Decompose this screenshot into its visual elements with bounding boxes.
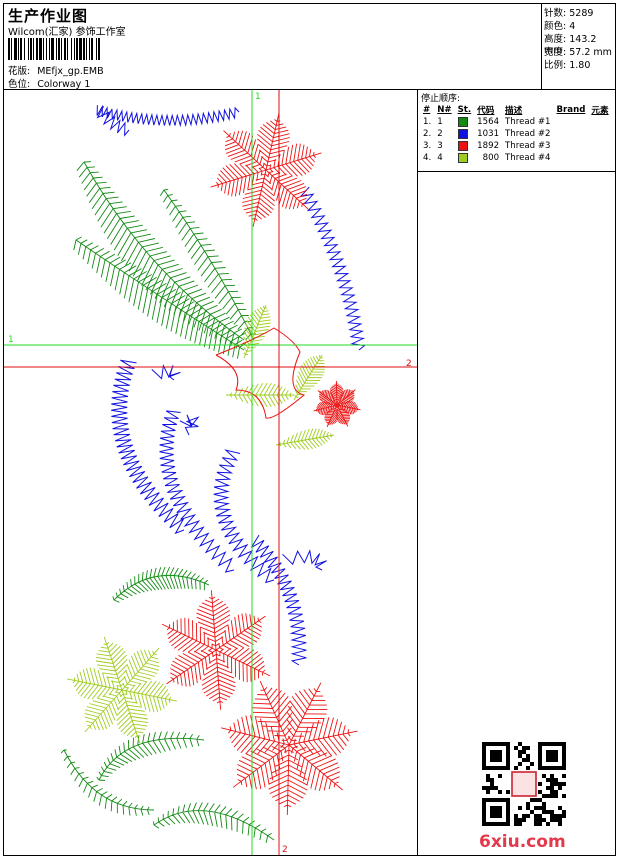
blue-spiral-3: [213, 449, 275, 584]
color-swatch: [457, 140, 468, 151]
col-needle: N#: [437, 105, 452, 115]
row-index: 4.: [423, 153, 432, 163]
green-fern-lower-1: [112, 566, 210, 603]
embroidery-design: 1 1 2 2: [4, 90, 417, 855]
row-needle: 3: [437, 141, 443, 151]
row-brand: [554, 128, 589, 140]
row-swatch: [455, 140, 475, 152]
lime-leaf-1: [243, 304, 271, 359]
lime-leaf-3: [293, 354, 325, 401]
stop-sequence-row: 2. 2 1031 Thread #2: [420, 128, 612, 140]
red-outline-leaf: [215, 327, 306, 419]
blue-stem-lower: [250, 534, 307, 666]
stop-sequence-row: 1. 1 1564 Thread #1: [420, 116, 612, 128]
row-desc: Thread #4: [505, 153, 551, 163]
col-element: 元素: [591, 106, 609, 116]
design-file-line: 花版: MEfjx_gp.EMB: [8, 63, 104, 77]
row-element: [588, 116, 611, 128]
color-swatch: [457, 116, 468, 127]
guide-label-right-2: 2: [406, 359, 412, 369]
row-swatch: [455, 128, 475, 140]
row-needle: 2: [437, 129, 443, 139]
stat-stitches: 针数: 5289: [544, 8, 594, 19]
blue-stem-right: [299, 186, 366, 351]
row-code: 1892: [477, 141, 500, 151]
color-swatch: [457, 128, 468, 139]
row-element: [588, 152, 611, 164]
col-brand: Brand: [556, 105, 586, 115]
colorway-label: 色位:: [8, 79, 31, 90]
stats-panel: 针数: 5289 颜色: 4 高度: 143.2 mm 宽度: 57.2 mm …: [542, 4, 615, 90]
green-fern-lower-4: [60, 749, 155, 816]
design-label: 花版:: [8, 66, 31, 77]
production-sheet: 生产作业图 Wilcom(汇家) 参饰工作室 花版: MEfjx_gp.EMB …: [3, 3, 616, 856]
company-name: Wilcom(汇家) 参饰工作室: [8, 27, 126, 38]
red-star-bottom: [221, 681, 358, 816]
row-desc: Thread #2: [505, 129, 551, 139]
col-index: #: [423, 105, 431, 115]
lime-star-lower: [67, 636, 177, 744]
stat-height: 高度: 143.2 mm: [544, 34, 597, 56]
blue-spiral-2: [159, 410, 235, 573]
row-swatch: [455, 116, 475, 128]
row-desc: Thread #3: [505, 141, 551, 151]
col-st: St.: [457, 105, 472, 115]
stop-sequence-panel: 停止顺序: # N# St. 代码 描述 Brand 元素 1. 1 1564 Thr…: [418, 90, 615, 172]
stat-ratio: 比例: 1.80: [544, 60, 591, 71]
colorway-value: Colorway 1: [37, 79, 91, 90]
row-index: 3.: [423, 141, 432, 151]
row-index: 1.: [423, 117, 432, 127]
guide-label-top-1: 1: [255, 92, 261, 102]
lime-leaf-4: [275, 428, 335, 450]
stop-sequence-title: 停止顺序:: [421, 94, 461, 104]
blue-curl-1: [151, 363, 181, 381]
green-fern-lower-3: [153, 802, 275, 843]
lime-leaf-2: [226, 382, 294, 408]
row-brand: [554, 152, 589, 164]
red-star-top: [210, 113, 322, 227]
stop-sequence-row: 4. 4 800 Thread #4: [420, 152, 612, 164]
row-code: 1031: [477, 129, 500, 139]
stop-sequence-table: # N# St. 代码 描述 Brand 元素 1. 1 1564 Thread #1…: [420, 104, 612, 164]
row-swatch: [455, 152, 475, 164]
page-title: 生产作业图: [8, 7, 89, 25]
row-needle: 4: [437, 153, 443, 163]
green-fern-3: [159, 188, 257, 341]
row-desc: Thread #1: [505, 117, 551, 127]
row-code: 800: [482, 153, 500, 163]
embroidery-canvas: 1 1 2 2: [4, 90, 418, 855]
row-brand: [554, 140, 589, 152]
col-code: 代码: [477, 106, 495, 116]
blue-curl-3: [282, 549, 327, 571]
col-desc: 描述: [505, 106, 523, 116]
green-fern-2: [73, 236, 247, 359]
barcode: [8, 38, 154, 60]
stat-width: 宽度: 57.2 mm: [544, 47, 612, 58]
row-code: 1564: [477, 117, 500, 127]
blue-curl-2: [179, 414, 200, 436]
stat-colors: 颜色: 4: [544, 21, 576, 32]
design-file: MEfjx_gp.EMB: [37, 66, 104, 77]
blue-swirl-hook: [96, 105, 130, 137]
row-index: 2.: [423, 129, 432, 139]
stop-sequence-row: 3. 3 1892 Thread #3: [420, 140, 612, 152]
watermark: 6xiu.com: [479, 832, 566, 852]
row-brand: [554, 116, 589, 128]
row-element: [588, 128, 611, 140]
guide-label-bottom-2: 2: [282, 845, 288, 855]
guide-label-left-1: 1: [8, 335, 14, 345]
stop-sequence-header: # N# St. 代码 描述 Brand 元素: [420, 104, 612, 116]
header-info: 生产作业图 Wilcom(汇家) 参饰工作室 花版: MEfjx_gp.EMB …: [4, 4, 542, 90]
blue-spiral-1: [111, 359, 185, 535]
green-fern-lower-2: [96, 731, 205, 781]
qr-code: [482, 742, 566, 826]
colorway-line: 色位: Colorway 1: [8, 76, 90, 90]
row-element: [588, 140, 611, 152]
blue-swirl-top: [96, 104, 240, 128]
red-bud: [313, 380, 361, 428]
red-star-middle: [161, 590, 271, 710]
color-swatch: [457, 152, 468, 163]
green-fern-1: [76, 161, 247, 349]
row-needle: 1: [437, 117, 443, 127]
